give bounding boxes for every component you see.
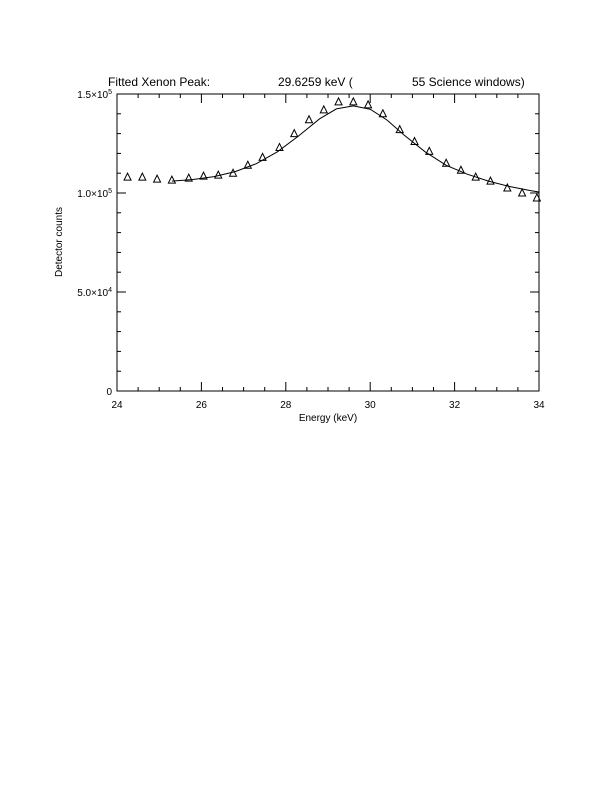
x-tick-label: 32 [449, 400, 461, 411]
y-tick-label: 1.0×105 [77, 188, 112, 200]
data-point-triangle [289, 128, 299, 138]
data-point-triangle [213, 170, 223, 179]
data-point-triangle [363, 99, 373, 109]
y-tick-label: 1.5×105 [77, 89, 112, 101]
data-point-triangle [334, 96, 343, 106]
axis-ticks [116, 93, 540, 392]
x-axis-label: Energy (keV) [299, 413, 357, 424]
x-tick-label: 34 [533, 400, 545, 411]
data-point-triangle [167, 175, 177, 184]
data-point-triangle [275, 142, 284, 151]
data-point-triangle [184, 173, 194, 182]
data-point-triangle [456, 165, 466, 174]
data-point-triangle [243, 160, 253, 169]
axis-tick-labels: 24 26 28 30 32 34 0 5.0×104 1.0×105 1.5×105 [77, 89, 545, 411]
chart-title: Fitted Xenon Peak: 29.6259 keV ( 55 Scie… [108, 75, 525, 89]
data-point-triangle [199, 171, 208, 180]
data-point-triangle [349, 96, 358, 106]
title-label: Fitted Xenon Peak: [108, 75, 210, 89]
data-point-triangle [486, 176, 495, 185]
data-point-triangle [152, 174, 162, 183]
data-point-triangle [532, 192, 542, 202]
data-point-triangle [319, 104, 329, 114]
data-point-triangle [441, 158, 451, 167]
data-point-triangle [410, 136, 419, 146]
data-point-triangle [304, 114, 314, 124]
y-tick-label: 5.0×104 [77, 287, 112, 299]
x-tick-label: 28 [280, 400, 292, 411]
data-point-triangle [503, 182, 512, 192]
data-point-triangle [138, 172, 147, 181]
plot-frame [116, 93, 540, 392]
x-tick-label: 26 [196, 400, 208, 411]
data-series [123, 96, 542, 202]
title-energy: 29.6259 keV ( [278, 75, 353, 89]
title-windows: 55 Science windows) [412, 75, 525, 89]
data-point-triangle [517, 187, 527, 197]
y-axis-label: Detector counts [54, 207, 65, 277]
data-point-triangle [123, 172, 132, 181]
x-tick-label: 24 [111, 400, 123, 411]
fit-curve-line [171, 105, 540, 193]
x-tick-label: 30 [365, 400, 377, 411]
y-tick-label: 0 [106, 387, 112, 398]
